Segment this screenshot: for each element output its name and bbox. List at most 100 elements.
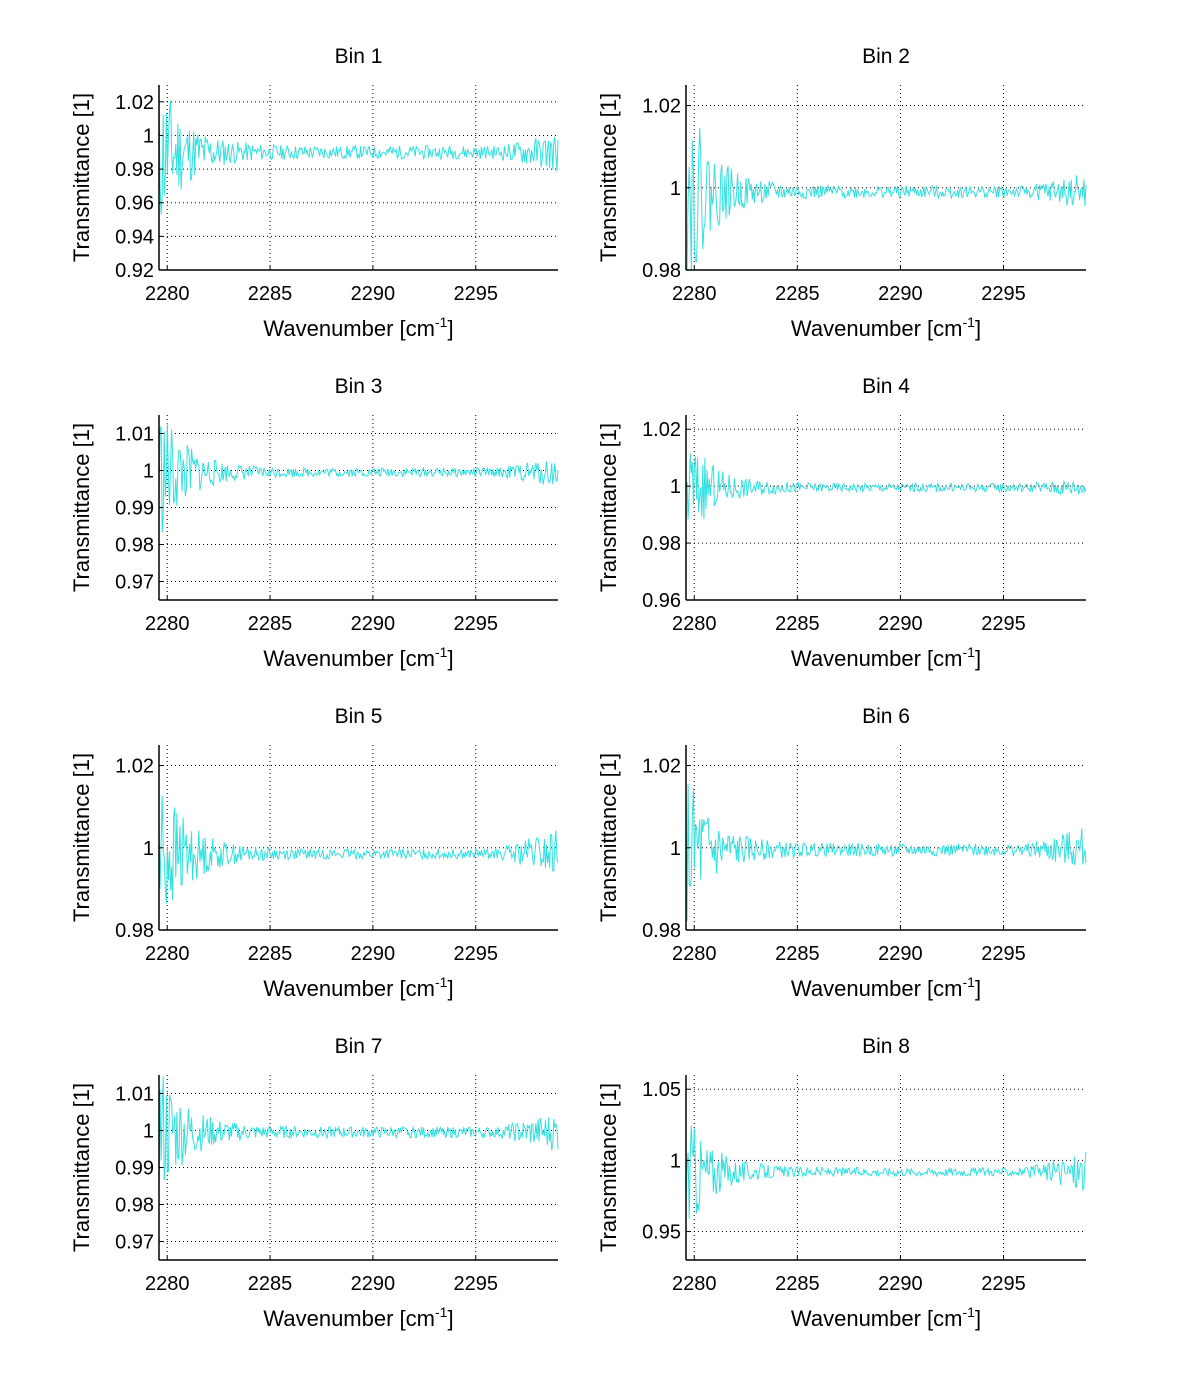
y-tick-label: 0.98 bbox=[115, 159, 154, 181]
subplot-title: Bin 5 bbox=[335, 705, 383, 728]
y-tick-label: 0.92 bbox=[115, 260, 154, 282]
y-tick-label: 0.96 bbox=[642, 590, 681, 612]
series-line-bin-5 bbox=[158, 795, 559, 904]
y-tick-label: 0.98 bbox=[642, 533, 681, 555]
series-line-bin-1 bbox=[158, 84, 559, 215]
y-tick-label: 0.98 bbox=[115, 535, 154, 557]
x-tick-label: 2280 bbox=[672, 283, 717, 305]
x-tick-label: 2280 bbox=[672, 613, 717, 635]
y-tick-label: 0.98 bbox=[642, 920, 681, 942]
x-tick-label: 2280 bbox=[145, 283, 190, 305]
y-axis-label: Transmittance [1] bbox=[596, 753, 621, 922]
y-tick-label: 1.02 bbox=[642, 419, 681, 441]
subplot-title: Bin 6 bbox=[862, 705, 910, 728]
series-line-bin-6 bbox=[685, 783, 1087, 921]
x-tick-label: 2280 bbox=[145, 1273, 190, 1295]
y-tick-label: 1.01 bbox=[115, 424, 154, 446]
x-tick-label: 2280 bbox=[672, 943, 717, 965]
y-tick-label: 0.98 bbox=[115, 1195, 154, 1217]
x-tick-label: 2295 bbox=[453, 1273, 498, 1295]
y-tick-label: 1 bbox=[670, 838, 681, 860]
y-tick-label: 1.02 bbox=[115, 92, 154, 114]
x-tick-label: 2290 bbox=[878, 943, 923, 965]
x-tick-label: 2285 bbox=[775, 283, 820, 305]
x-tick-label: 2295 bbox=[981, 283, 1026, 305]
x-tick-label: 2285 bbox=[775, 943, 820, 965]
subplot-1: 2280 2285 2290 2295 0.92 0.94 0.96 0.98 1 1.02 Bin… bbox=[69, 45, 559, 341]
series-line-bin-7 bbox=[158, 1076, 559, 1196]
y-tick-label: 0.97 bbox=[115, 1232, 154, 1254]
y-tick-label: 1.02 bbox=[642, 96, 681, 118]
x-tick-label: 2295 bbox=[981, 613, 1026, 635]
y-tick-label: 1.02 bbox=[115, 756, 154, 778]
subplot-title: Bin 3 bbox=[335, 375, 383, 398]
x-tick-label: 2285 bbox=[248, 943, 293, 965]
x-axis-label: Wavenumber [cm-1] bbox=[791, 314, 981, 341]
x-tick-label: 2290 bbox=[878, 283, 923, 305]
x-tick-label: 2295 bbox=[981, 1273, 1026, 1295]
y-axis-label: Transmittance [1] bbox=[596, 93, 621, 262]
x-tick-label: 2295 bbox=[453, 283, 498, 305]
y-tick-label: 0.96 bbox=[115, 193, 154, 215]
y-tick-label: 1.01 bbox=[115, 1084, 154, 1106]
x-axis-label: Wavenumber [cm-1] bbox=[791, 1304, 981, 1331]
x-tick-label: 2285 bbox=[248, 613, 293, 635]
y-tick-label: 0.94 bbox=[115, 226, 154, 248]
y-axis-label: Transmittance [1] bbox=[69, 1083, 94, 1252]
series-line-bin-2 bbox=[686, 128, 1087, 271]
x-axis-label: Wavenumber [cm-1] bbox=[263, 314, 453, 341]
x-tick-label: 2290 bbox=[351, 613, 396, 635]
subplot-8: 2280 2285 2290 2295 0.95 1 1.05 Bin 8 Wavenumber… bbox=[596, 1035, 1087, 1331]
y-axis-label: Transmittance [1] bbox=[69, 423, 94, 592]
y-axis-label: Transmittance [1] bbox=[69, 753, 94, 922]
x-tick-label: 2290 bbox=[878, 1273, 923, 1295]
y-tick-label: 0.98 bbox=[642, 260, 681, 282]
y-tick-label: 0.99 bbox=[115, 498, 154, 520]
series-line-bin-4 bbox=[685, 453, 1087, 520]
subplot-title: Bin 8 bbox=[862, 1035, 910, 1058]
y-axis-label: Transmittance [1] bbox=[596, 423, 621, 592]
x-tick-label: 2290 bbox=[351, 283, 396, 305]
x-tick-label: 2290 bbox=[878, 613, 923, 635]
x-axis-label: Wavenumber [cm-1] bbox=[791, 974, 981, 1001]
x-tick-label: 2285 bbox=[775, 1273, 820, 1295]
x-tick-label: 2280 bbox=[145, 613, 190, 635]
x-axis-label: Wavenumber [cm-1] bbox=[263, 974, 453, 1001]
y-tick-label: 1 bbox=[670, 476, 681, 498]
x-tick-label: 2285 bbox=[248, 283, 293, 305]
x-axis-label: Wavenumber [cm-1] bbox=[791, 644, 981, 671]
y-tick-label: 0.97 bbox=[115, 572, 154, 594]
y-tick-label: 1 bbox=[670, 1150, 681, 1172]
x-tick-label: 2280 bbox=[145, 943, 190, 965]
y-tick-label: 1 bbox=[143, 1121, 154, 1143]
subplot-7: 2280 2285 2290 2295 0.97 0.98 0.99 1 1.01 Bin 7 Wa… bbox=[69, 1035, 559, 1331]
subplot-2: 2280 2285 2290 2295 0.98 1 1.02 Bin 2 Wavenumber… bbox=[596, 45, 1087, 341]
subplot-6: 2280 2285 2290 2295 0.98 1 1.02 Bin 6 Wavenumber… bbox=[596, 705, 1087, 1001]
x-tick-label: 2295 bbox=[453, 943, 498, 965]
series-line-bin-3 bbox=[158, 423, 559, 533]
y-tick-label: 1.02 bbox=[642, 756, 681, 778]
y-tick-label: 0.98 bbox=[115, 920, 154, 942]
subplot-title: Bin 1 bbox=[335, 45, 383, 68]
x-axis-label: Wavenumber [cm-1] bbox=[263, 1304, 453, 1331]
x-tick-label: 2285 bbox=[248, 1273, 293, 1295]
y-tick-label: 1 bbox=[670, 178, 681, 200]
x-tick-label: 2280 bbox=[672, 1273, 717, 1295]
subplot-4: 2280 2285 2290 2295 0.96 0.98 1 1.02 Bin 4 Wavenu… bbox=[596, 375, 1087, 671]
y-tick-label: 1 bbox=[143, 461, 154, 483]
subplot-title: Bin 2 bbox=[862, 45, 910, 68]
x-tick-label: 2290 bbox=[351, 1273, 396, 1295]
y-axis-label: Transmittance [1] bbox=[596, 1083, 621, 1252]
x-tick-label: 2295 bbox=[981, 943, 1026, 965]
y-tick-label: 1 bbox=[143, 125, 154, 147]
y-tick-label: 1 bbox=[143, 838, 154, 860]
y-tick-label: 1.05 bbox=[642, 1079, 681, 1101]
subplot-3: 2280 2285 2290 2295 0.97 0.98 0.99 1 1.01 Bin 3 Wa… bbox=[69, 375, 559, 671]
y-tick-label: 0.95 bbox=[642, 1222, 681, 1244]
subplot-title: Bin 7 bbox=[335, 1035, 383, 1058]
x-tick-label: 2290 bbox=[351, 943, 396, 965]
series-line-bin-8 bbox=[685, 1125, 1087, 1219]
y-tick-label: 0.99 bbox=[115, 1158, 154, 1180]
x-tick-label: 2295 bbox=[453, 613, 498, 635]
